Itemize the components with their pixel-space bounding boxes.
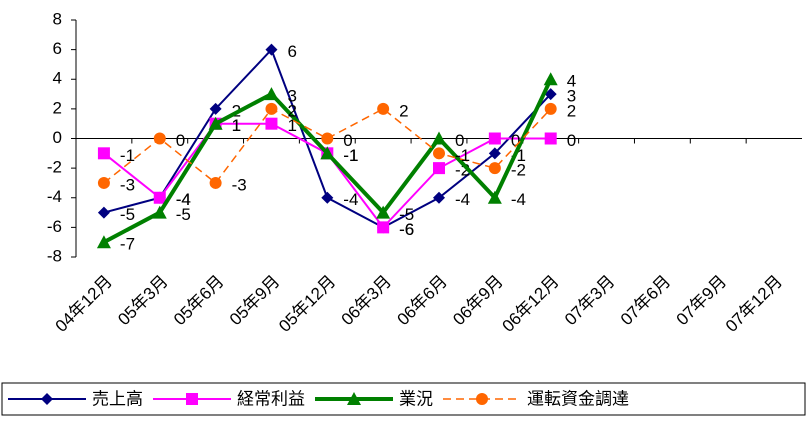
- data-label: 2: [287, 101, 296, 120]
- data-label: -2: [511, 161, 526, 180]
- data-label: 2: [567, 101, 576, 120]
- point: [97, 147, 110, 160]
- point: [433, 191, 445, 204]
- data-label: -6: [399, 220, 414, 239]
- series-line: [103, 107, 552, 185]
- data-label: -1: [343, 146, 358, 165]
- data-label: -1: [120, 146, 135, 165]
- legend-marker: [347, 392, 361, 405]
- point: [153, 132, 166, 145]
- legend-marker: [476, 393, 488, 405]
- point: [209, 102, 222, 115]
- legend-marker: [41, 393, 53, 405]
- data-label: -1: [455, 146, 470, 165]
- point: [543, 72, 558, 86]
- legend-marker: [186, 393, 198, 405]
- data-label: 3: [567, 87, 576, 106]
- point: [377, 102, 390, 115]
- x-tick-label: 06年12月: [498, 272, 562, 336]
- point: [321, 191, 334, 204]
- data-label: 0: [567, 131, 576, 150]
- point: [265, 43, 278, 56]
- point: [488, 132, 501, 145]
- point: [544, 102, 557, 115]
- point: [96, 235, 111, 249]
- y-tick-label: 6: [53, 39, 62, 58]
- point: [97, 206, 110, 219]
- point: [208, 116, 223, 130]
- x-tick-label: 06年6月: [393, 272, 451, 330]
- point: [488, 162, 501, 175]
- point: [433, 147, 445, 160]
- point: [544, 88, 557, 101]
- x-tick-label: 07年6月: [617, 272, 675, 330]
- point: [320, 146, 335, 160]
- point: [432, 131, 446, 145]
- y-tick-label: -6: [47, 217, 62, 236]
- legend-box: [1, 382, 806, 416]
- point: [433, 162, 445, 175]
- point: [153, 191, 166, 204]
- point: [377, 221, 390, 234]
- data-label: 1: [287, 116, 296, 135]
- point: [376, 205, 391, 219]
- x-tick-label: 07年3月: [561, 272, 619, 330]
- x-tick-label: 07年12月: [722, 272, 786, 336]
- point: [487, 190, 502, 204]
- data-label: -3: [120, 175, 135, 194]
- data-label: -1: [343, 146, 358, 165]
- legend-label: 業況: [399, 389, 433, 408]
- y-tick-label: 4: [53, 69, 62, 88]
- x-tick-label: 06年9月: [449, 272, 507, 330]
- data-label: -5: [399, 205, 414, 224]
- x-tick-label: 05年6月: [170, 272, 228, 330]
- data-label: 0: [343, 131, 352, 150]
- data-label: 0: [511, 131, 520, 150]
- point: [152, 205, 167, 219]
- point: [97, 176, 110, 189]
- data-label: 0: [176, 131, 185, 150]
- point: [265, 117, 278, 130]
- y-tick-label: 8: [53, 9, 62, 28]
- point: [265, 102, 278, 115]
- data-label: -3: [232, 175, 247, 194]
- x-tick-label: 07年9月: [673, 272, 731, 330]
- y-tick-label: 2: [53, 98, 62, 117]
- y-tick-label: -2: [47, 158, 62, 177]
- y-tick-label: -4: [47, 187, 62, 206]
- data-label: -4: [176, 190, 191, 209]
- y-tick-label: -8: [47, 246, 62, 265]
- x-tick-label: 04年12月: [52, 272, 116, 336]
- data-label: -5: [176, 205, 191, 224]
- data-label: 4: [567, 72, 576, 91]
- data-label: -4: [511, 190, 526, 209]
- legend-label: 運転資金調達: [527, 389, 629, 408]
- data-label: -7: [120, 235, 135, 254]
- data-label: 1: [232, 116, 241, 135]
- point: [321, 132, 334, 145]
- data-label: 3: [287, 87, 296, 106]
- x-tick-label: 05年12月: [275, 272, 339, 336]
- data-label: 2: [399, 101, 408, 120]
- legend-label: 経常利益: [237, 389, 305, 408]
- series-line: [102, 78, 553, 244]
- data-label: 1: [232, 116, 241, 135]
- x-tick-label: 06年3月: [338, 272, 396, 330]
- x-tick-label: 05年9月: [226, 272, 284, 330]
- y-tick-label: 0: [53, 128, 62, 147]
- data-label: 0: [455, 131, 464, 150]
- data-label: -4: [176, 190, 191, 209]
- x-tick-label: 05年3月: [114, 272, 172, 330]
- point: [264, 87, 279, 101]
- point: [544, 132, 557, 145]
- point: [209, 176, 222, 189]
- point: [488, 147, 501, 160]
- data-label: 6: [287, 42, 296, 61]
- data-label: -6: [399, 220, 414, 239]
- data-label: -4: [343, 190, 358, 209]
- data-label: -4: [455, 190, 470, 209]
- legend-label: 売上高: [92, 389, 143, 408]
- data-label: -5: [120, 205, 135, 224]
